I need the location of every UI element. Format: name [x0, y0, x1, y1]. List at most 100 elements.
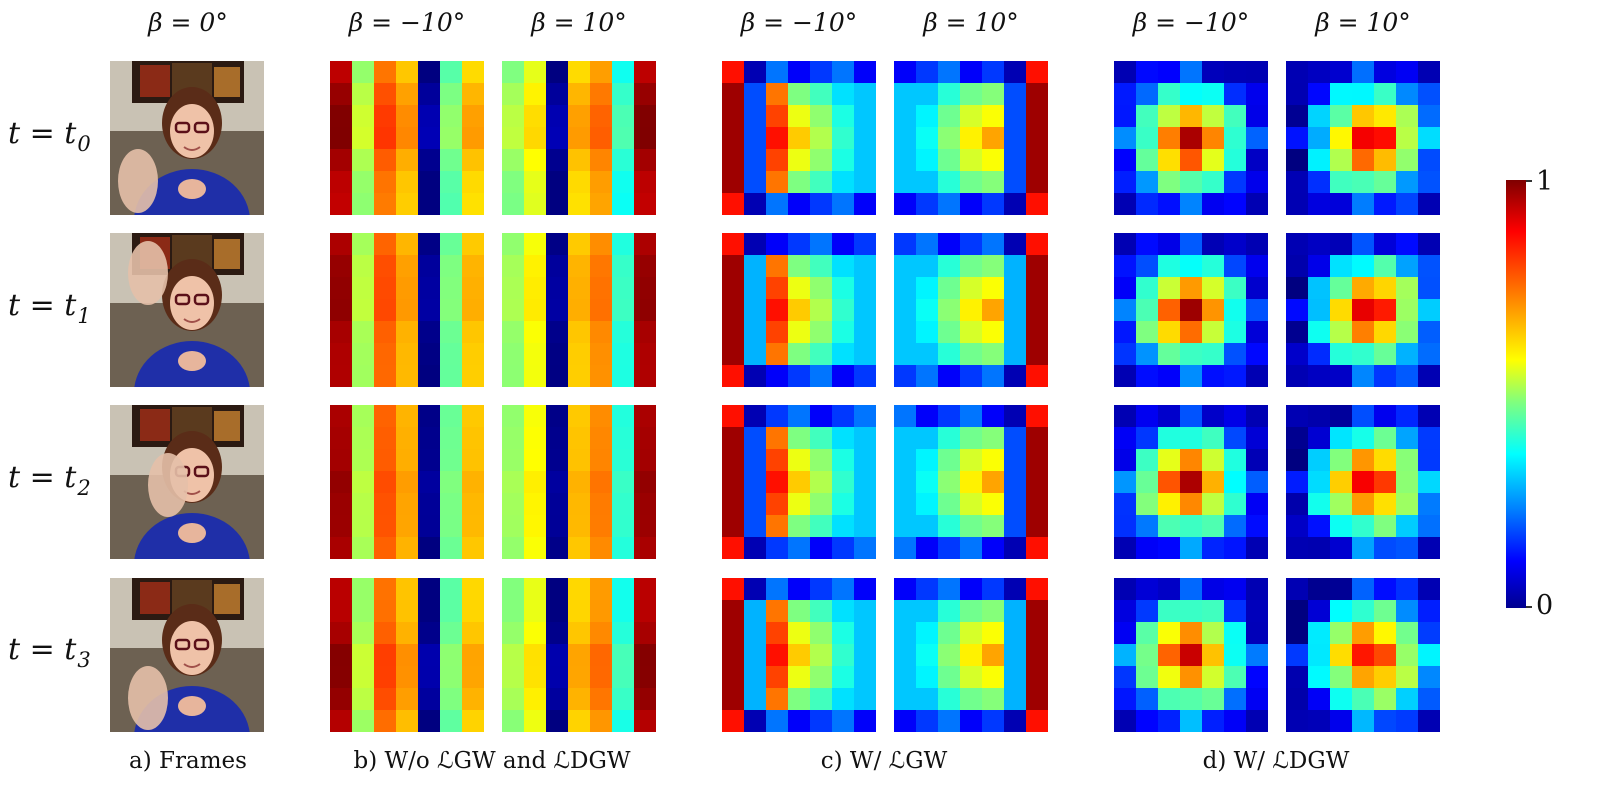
heatmap-cell [1286, 255, 1308, 277]
heatmap-cell [832, 427, 854, 449]
heatmap-cell [1418, 471, 1440, 493]
heatmap-cell [568, 666, 590, 688]
heatmap-cell [1330, 321, 1352, 343]
heatmap-cell [502, 666, 524, 688]
heatmap-cell [568, 471, 590, 493]
heatmap-cell [590, 449, 612, 471]
heatmap-cell [788, 493, 810, 515]
heatmap-cell [546, 688, 568, 710]
heatmap-cell [1374, 127, 1396, 149]
heatmap-cell [854, 600, 876, 622]
heatmap-cell [352, 127, 374, 149]
heatmap-cell [832, 600, 854, 622]
heatmap-cell [1114, 622, 1136, 644]
heatmap-cell [1136, 233, 1158, 255]
heatmap-cell [1374, 688, 1396, 710]
heatmap-cell [1158, 149, 1180, 171]
row-label-t1: t = t1 [8, 288, 91, 328]
heatmap-cell [894, 321, 916, 343]
heatmap-cell [546, 105, 568, 127]
heatmap-cell [1396, 61, 1418, 83]
heatmap-cell [1396, 193, 1418, 215]
heatmap-cell [854, 149, 876, 171]
heatmap-cell [1158, 83, 1180, 105]
heatmap-cell [766, 233, 788, 255]
heatmap-cell [854, 666, 876, 688]
heatmap-cell [1136, 299, 1158, 321]
heatmap-cell [634, 299, 656, 321]
heatmap-cell [440, 255, 462, 277]
heatmap-cell [788, 427, 810, 449]
heatmap-cell [832, 471, 854, 493]
heatmap-cell [982, 277, 1004, 299]
heatmap-cell [1136, 449, 1158, 471]
heatmap-cell [1026, 666, 1048, 688]
heatmap-cell [502, 622, 524, 644]
heatmap-cell [832, 321, 854, 343]
heatmap-cell [1026, 193, 1048, 215]
heatmap-cell [634, 471, 656, 493]
heatmap-cell [590, 171, 612, 193]
caption-b: b) W/o ℒGW and ℒDGW [353, 748, 631, 774]
heatmap-cell [1246, 149, 1268, 171]
heatmap-cell [1114, 127, 1136, 149]
heatmap-cell [1286, 515, 1308, 537]
heatmap-cell [894, 666, 916, 688]
heatmap-cell [1224, 710, 1246, 732]
heatmap-cell [1202, 365, 1224, 387]
heatmap-cell [1308, 365, 1330, 387]
heatmap-cell [524, 622, 546, 644]
heatmap-cell [1246, 321, 1268, 343]
heatmap-cell [744, 83, 766, 105]
heatmap-cell [722, 600, 744, 622]
heatmap-cell [418, 449, 440, 471]
heatmap-b--10-t2 [330, 405, 484, 559]
heatmap-cell [524, 710, 546, 732]
heatmap-cell [1374, 537, 1396, 559]
heatmap-cell [1330, 61, 1352, 83]
heatmap-cell [744, 449, 766, 471]
heatmap-cell [590, 688, 612, 710]
heatmap-cell [1308, 471, 1330, 493]
heatmap-cell [418, 171, 440, 193]
heatmap-cell [440, 343, 462, 365]
heatmap-cell [1224, 600, 1246, 622]
heatmap-cell [982, 255, 1004, 277]
heatmap-cell [938, 449, 960, 471]
heatmap-cell [810, 600, 832, 622]
heatmap-cell [524, 343, 546, 365]
heatmap-cell [1286, 343, 1308, 365]
heatmap-cell [1202, 343, 1224, 365]
heatmap-cell [1180, 515, 1202, 537]
heatmap-cell [722, 471, 744, 493]
heatmap-cell [1246, 493, 1268, 515]
heatmap-cell [722, 515, 744, 537]
heatmap-cell [418, 644, 440, 666]
heatmap-cell [1224, 622, 1246, 644]
heatmap-cell [832, 666, 854, 688]
heatmap-cell [766, 578, 788, 600]
heatmap-cell [502, 105, 524, 127]
heatmap-cell [766, 83, 788, 105]
heatmap-cell [1286, 193, 1308, 215]
heatmap-cell [634, 127, 656, 149]
heatmap-cell [1004, 600, 1026, 622]
heatmap-cell [462, 537, 484, 559]
col-header-c-neg: β = −10° [740, 8, 858, 37]
heatmap-cell [634, 427, 656, 449]
heatmap-cell [524, 427, 546, 449]
heatmap-cell [524, 493, 546, 515]
heatmap-cell [546, 449, 568, 471]
heatmap-cell [330, 149, 352, 171]
heatmap-cell [960, 515, 982, 537]
heatmap-cell [1418, 149, 1440, 171]
heatmap-cell [1246, 515, 1268, 537]
heatmap-cell [938, 193, 960, 215]
heatmap-cell [1158, 61, 1180, 83]
heatmap-cell [462, 427, 484, 449]
heatmap-cell [1114, 405, 1136, 427]
heatmap-cell [374, 644, 396, 666]
heatmap-cell [810, 171, 832, 193]
heatmap-cell [590, 365, 612, 387]
heatmap-cell [1352, 321, 1374, 343]
